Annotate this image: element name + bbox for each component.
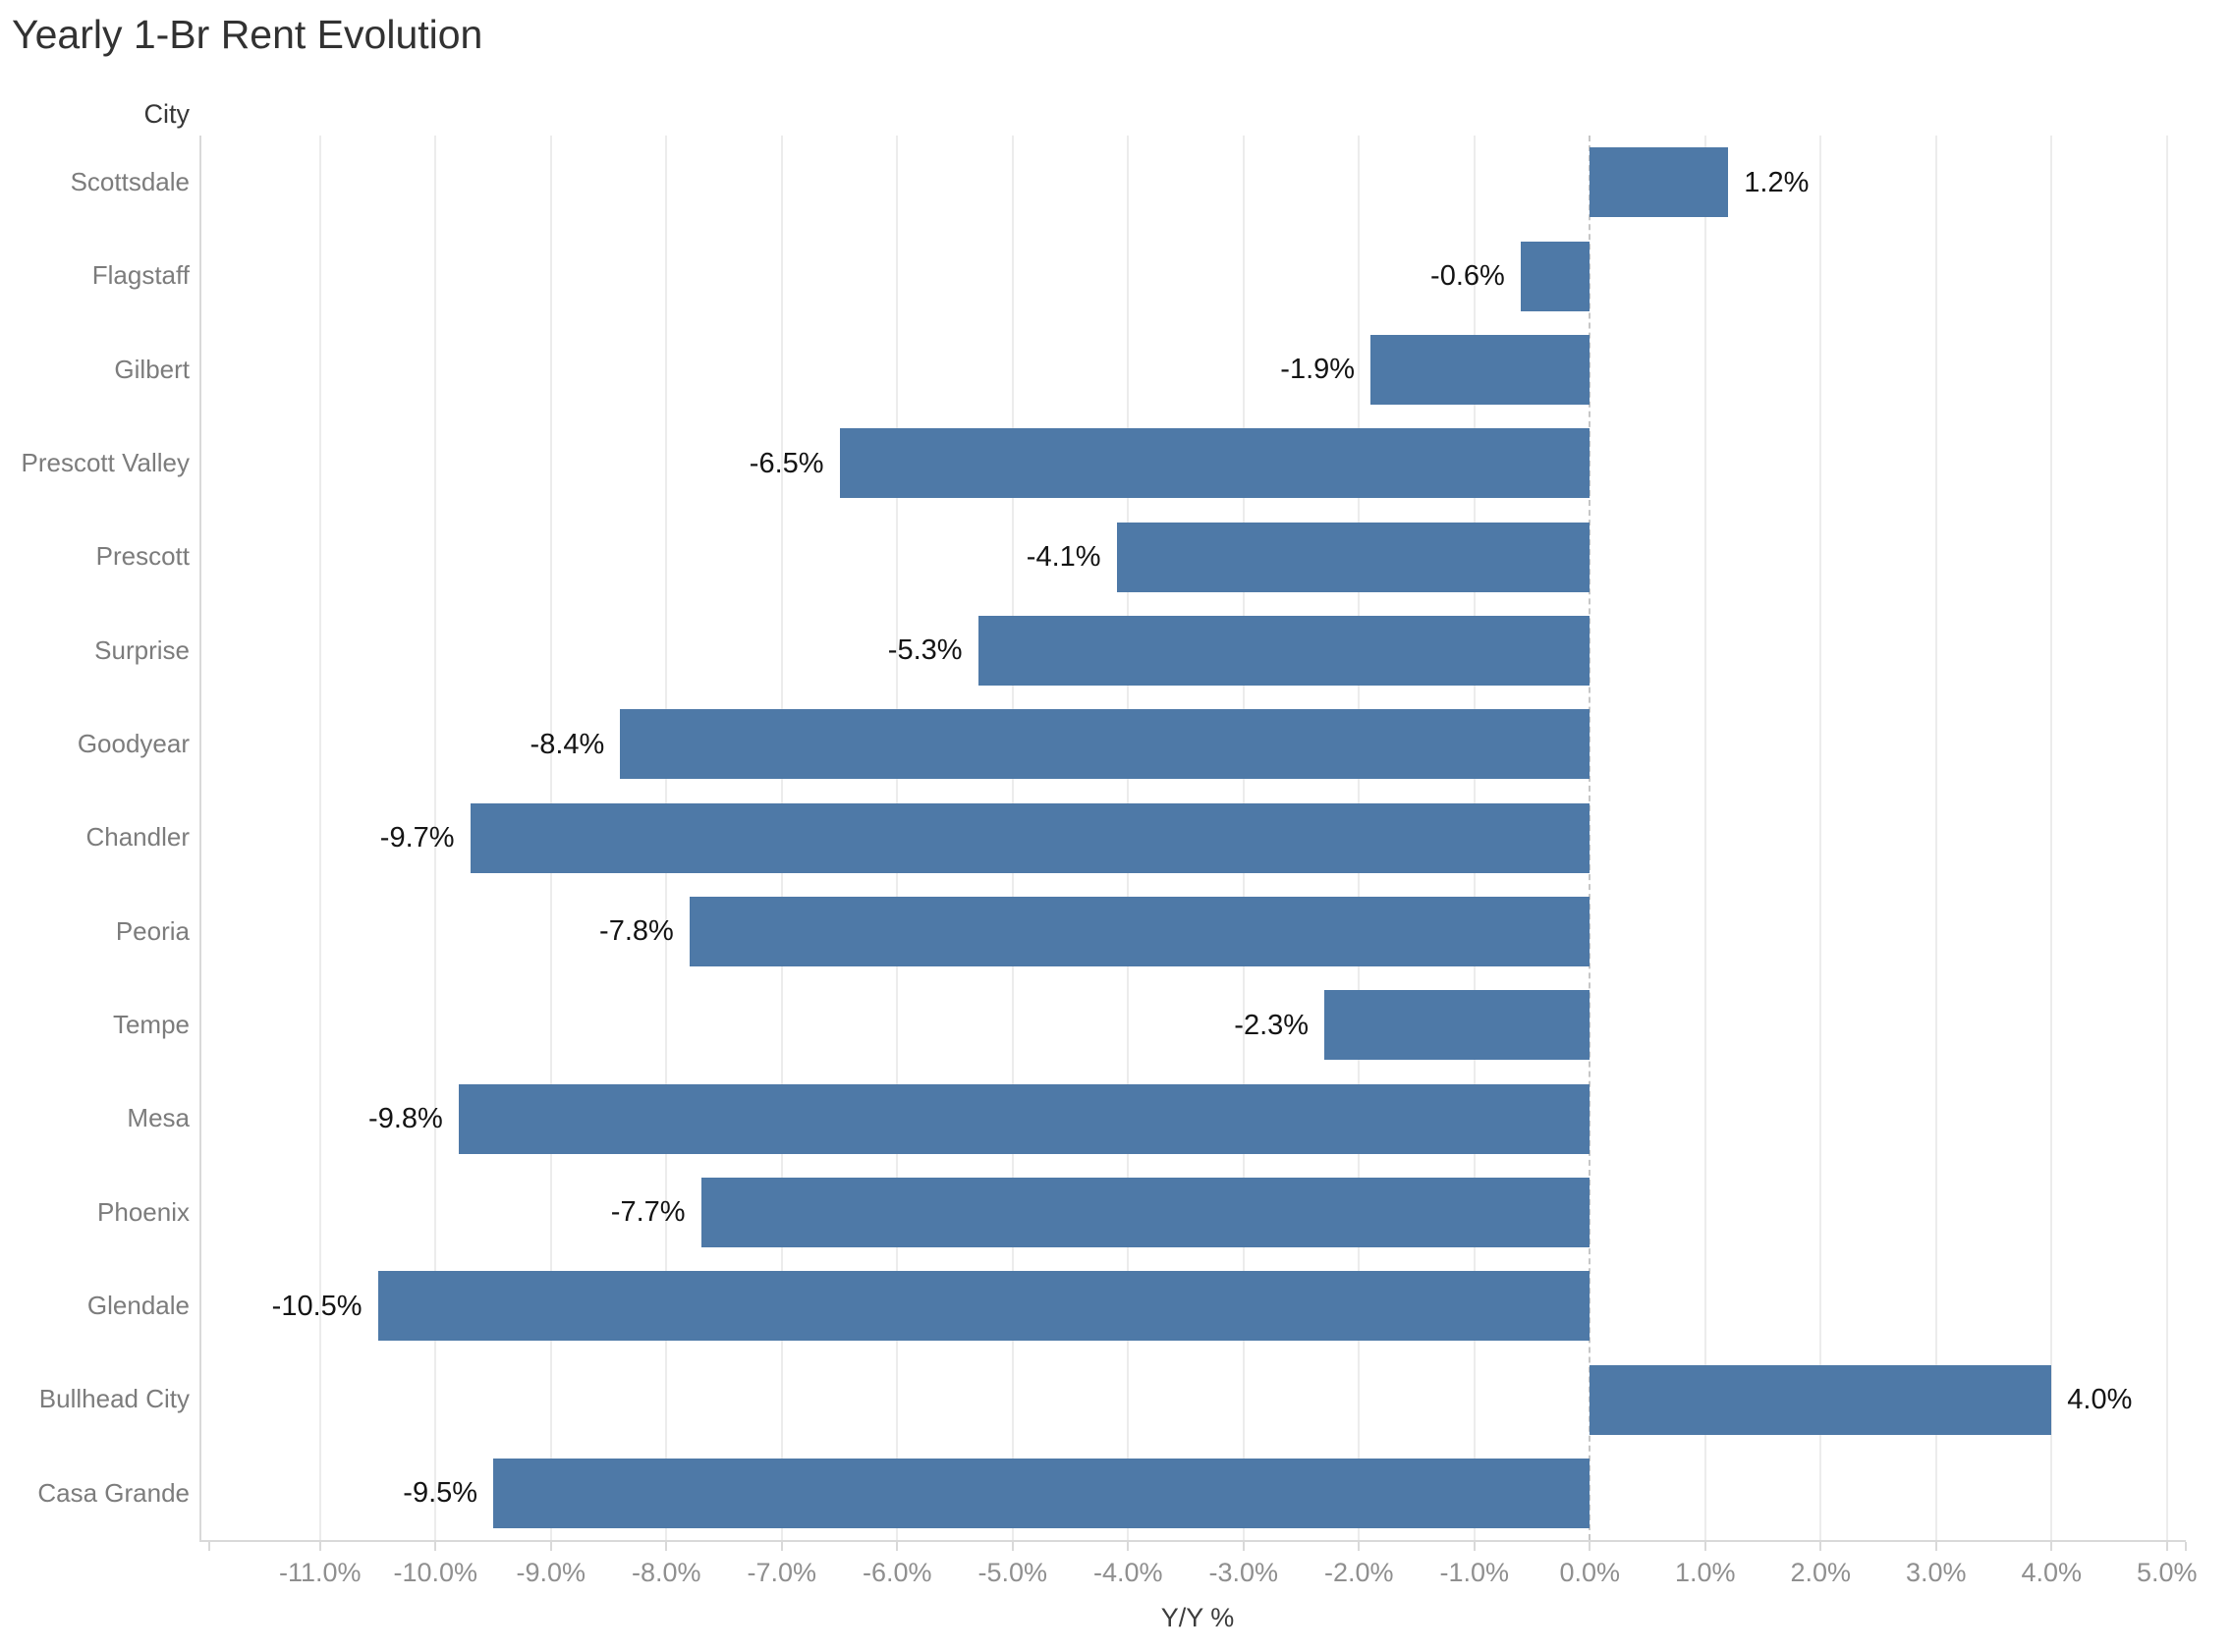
bar-value-label: -7.7% [610, 1196, 686, 1229]
bar-value-label: -9.8% [368, 1103, 443, 1134]
bar[interactable] [689, 896, 1590, 966]
y-axis-divider-line [199, 136, 201, 1541]
y-axis-category-label: Surprise [94, 634, 190, 665]
bar-value-label: 4.0% [2067, 1384, 2133, 1415]
bar[interactable] [377, 1271, 1590, 1342]
x-axis-line [199, 1540, 2186, 1542]
x-axis-tick [1473, 1542, 1476, 1551]
y-axis-category-label: Prescott Valley [21, 448, 190, 478]
bar[interactable] [1370, 334, 1590, 405]
y-axis-header: City [143, 99, 191, 129]
gridline [1934, 136, 1937, 1540]
x-axis-tick [318, 1542, 321, 1551]
gridline [434, 136, 437, 1540]
bar[interactable] [1590, 147, 1729, 218]
x-axis-tick [1934, 1542, 1937, 1551]
x-axis-tick-label: -11.0% [279, 1558, 362, 1587]
x-axis-tick-label: 2.0% [1790, 1558, 1852, 1587]
x-axis-tick [1127, 1542, 1130, 1551]
x-axis-tick-label: -6.0% [863, 1558, 932, 1587]
bar-value-label: -6.5% [749, 447, 824, 479]
x-axis-tick-label: -10.0% [393, 1558, 478, 1587]
x-axis-tick-label: 5.0% [2137, 1558, 2198, 1587]
x-axis-tick-label: 1.0% [1675, 1558, 1736, 1587]
x-axis-tick [780, 1542, 783, 1551]
gridline [318, 136, 321, 1540]
y-axis-category-label: Casa Grande [37, 1477, 190, 1508]
x-axis-tick-label: -9.0% [516, 1558, 586, 1587]
y-axis-category-label: Tempe [112, 1010, 190, 1040]
x-axis-tick [208, 1542, 210, 1551]
bar-value-label: -9.5% [403, 1477, 478, 1510]
bar-value-label: -4.1% [1026, 541, 1101, 573]
bar-value-label: -0.6% [1430, 260, 1505, 292]
bar-value-label: -10.5% [271, 1290, 363, 1322]
gridline [1819, 136, 1822, 1540]
x-axis-tick [1589, 1542, 1591, 1551]
y-axis-category-label: Bullhead City [38, 1384, 190, 1414]
x-axis-tick [1819, 1542, 1822, 1551]
bar-value-label: -7.8% [599, 915, 674, 948]
bar[interactable] [839, 428, 1590, 499]
x-axis-tick [1242, 1542, 1245, 1551]
x-axis-tick-label: -4.0% [1093, 1558, 1163, 1587]
x-axis-tick-label: 3.0% [1906, 1558, 1967, 1587]
y-axis-category-label: Mesa [127, 1103, 190, 1133]
x-axis-tick [1011, 1542, 1014, 1551]
bar-value-label: -2.3% [1234, 1009, 1310, 1041]
zero-reference-line [1589, 136, 1591, 1540]
bar-value-label: -8.4% [530, 728, 605, 760]
y-axis-category-label: Peoria [115, 915, 190, 946]
y-axis-category-label: Glendale [86, 1291, 190, 1321]
bar[interactable] [1116, 522, 1590, 592]
y-axis-category-label: Gilbert [114, 354, 190, 384]
y-axis-category-label: Flagstaff [91, 260, 190, 291]
bar[interactable] [700, 1177, 1590, 1247]
bar[interactable] [470, 802, 1590, 873]
x-axis-tick [549, 1542, 552, 1551]
x-axis-tick [434, 1542, 437, 1551]
x-axis-tick-label: -7.0% [747, 1558, 817, 1587]
chart-title: Yearly 1-Br Rent Evolution [12, 12, 483, 57]
x-axis-title: Y/Y % [1160, 1603, 1235, 1632]
bar[interactable] [493, 1458, 1590, 1528]
x-axis-tick [2050, 1542, 2053, 1551]
bar-value-label: -5.3% [887, 634, 963, 667]
gridline [2050, 136, 2053, 1540]
x-axis-tick [2185, 1542, 2187, 1551]
x-axis-tick-label: 4.0% [2021, 1558, 2083, 1587]
bar[interactable] [1520, 241, 1590, 311]
gridline [1703, 136, 1706, 1540]
x-axis-tick [665, 1542, 668, 1551]
x-axis-tick [1358, 1542, 1361, 1551]
y-axis-category-label: Prescott [95, 541, 190, 572]
x-axis-tick-label: -3.0% [1208, 1558, 1279, 1587]
x-axis-tick-label: -1.0% [1439, 1558, 1510, 1587]
x-axis-tick-label: -8.0% [632, 1558, 701, 1587]
y-axis-category-label: Phoenix [97, 1196, 190, 1227]
x-axis-tick-label: 0.0% [1559, 1558, 1621, 1587]
x-axis-tick-label: -5.0% [977, 1558, 1048, 1587]
y-axis-category-label: Goodyear [77, 729, 190, 759]
x-axis-tick [2165, 1542, 2168, 1551]
y-axis-category-label: Chandler [85, 822, 190, 853]
bar-value-label: 1.2% [1744, 166, 1810, 198]
x-axis-tick-label: -2.0% [1324, 1558, 1394, 1587]
bar[interactable] [458, 1083, 1590, 1154]
y-axis-category-label: Scottsdale [70, 167, 190, 197]
plot-area: 1.2% -0.6% -1.9% -6.5% -4.1% -5.3% -8.4% -9.7% -… [209, 136, 2186, 1540]
x-axis-tick [1703, 1542, 1706, 1551]
bar[interactable] [1590, 1364, 2052, 1435]
bar-value-label: -9.7% [379, 822, 455, 854]
bar[interactable] [1324, 990, 1590, 1061]
gridline [2165, 136, 2168, 1540]
x-axis-tick [896, 1542, 899, 1551]
bar[interactable] [977, 615, 1590, 686]
bar[interactable] [620, 709, 1590, 780]
bar-value-label: -1.9% [1280, 354, 1356, 386]
